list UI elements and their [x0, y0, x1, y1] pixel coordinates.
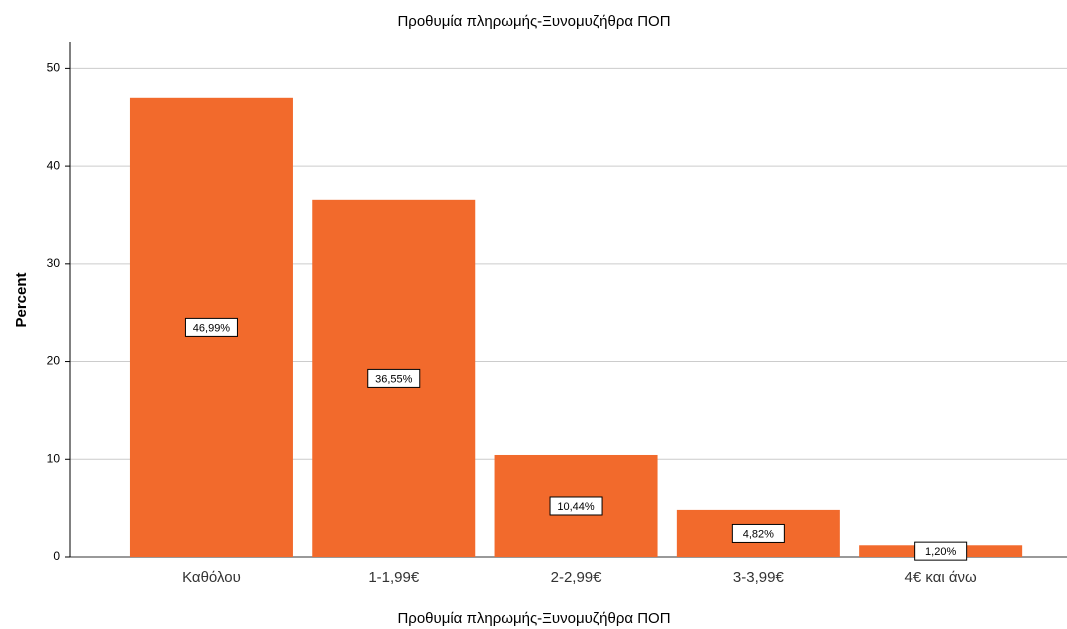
- y-tick-label: 50: [47, 61, 61, 75]
- y-axis-title: Percent: [13, 272, 30, 327]
- y-tick-label: 40: [47, 158, 61, 172]
- value-label: 1,20%: [925, 546, 956, 558]
- x-tick-label: 1-1,99€: [368, 569, 420, 586]
- value-label-box: [184, 317, 238, 337]
- value-label-box: [914, 541, 968, 561]
- value-label: 10,44%: [557, 501, 595, 513]
- y-tick-label: 10: [47, 451, 61, 465]
- value-label-box: [367, 368, 421, 388]
- x-tick-label: Καθόλου: [182, 569, 241, 586]
- value-label-box: [731, 523, 785, 543]
- y-tick-label: 30: [47, 256, 61, 270]
- x-axis-title: Προθυμία πληρωμής-Ξυνομυζήθρα ΠΟΠ: [397, 610, 670, 627]
- x-tick-label: 3-3,99€: [733, 569, 785, 586]
- x-tick-label: 4€ και άνω: [905, 569, 978, 586]
- x-tick-label: 2-2,99€: [551, 569, 603, 586]
- value-label: 36,55%: [375, 373, 413, 385]
- y-tick-label: 0: [53, 549, 60, 563]
- chart-title: Προθυμία πληρωμής-Ξυνομυζήθρα ΠΟΠ: [397, 13, 670, 30]
- value-label-box: [549, 496, 603, 516]
- y-tick-label: 20: [47, 354, 61, 368]
- value-label: 4,82%: [743, 528, 774, 540]
- value-label: 46,99%: [193, 322, 231, 334]
